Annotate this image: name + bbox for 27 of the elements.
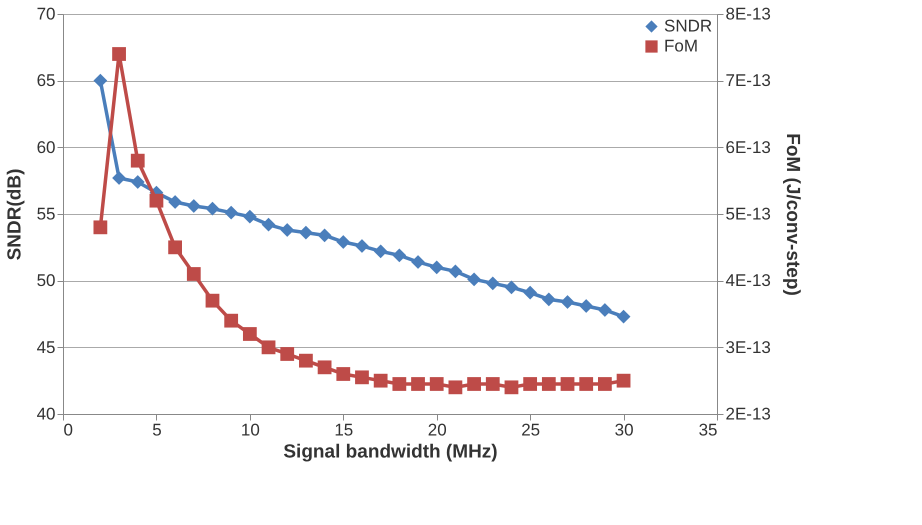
x-tick-label: 20 bbox=[428, 420, 447, 440]
x-tick-label: 10 bbox=[240, 420, 260, 440]
y-tick-label: 65 bbox=[36, 71, 56, 90]
y-tick-label: 55 bbox=[36, 204, 56, 224]
y-tick-label: 45 bbox=[36, 338, 56, 357]
y-axis-title: SNDR(dB) bbox=[4, 168, 26, 260]
y2-tick-label: 2E-13 bbox=[726, 404, 771, 424]
x-axis-title: Signal bandwidth (MHz) bbox=[283, 442, 498, 462]
y2-tick-label: 4E-13 bbox=[726, 271, 771, 290]
y2-tick-label: 3E-13 bbox=[726, 338, 771, 357]
x-tick-label: 30 bbox=[614, 420, 634, 440]
y-tick-label: 60 bbox=[36, 138, 56, 157]
legend-label: SNDR bbox=[664, 16, 712, 36]
x-tick-label: 25 bbox=[521, 420, 540, 440]
legend-label: FoM bbox=[664, 36, 698, 56]
y2-tick-label: 5E-13 bbox=[726, 204, 771, 224]
x-tick-label: 35 bbox=[698, 420, 718, 440]
y-tick-label: 50 bbox=[36, 271, 56, 290]
y-tick-label: 70 bbox=[36, 4, 56, 24]
x-tick-label: 15 bbox=[334, 420, 354, 440]
y2-tick-label: 6E-13 bbox=[726, 138, 771, 157]
y2-axis-title: FoM (J/conv-step) bbox=[782, 133, 803, 296]
y2-tick-label: 7E-13 bbox=[726, 71, 771, 90]
x-tick-label: 5 bbox=[152, 420, 162, 440]
x-tick-label: 0 bbox=[64, 420, 73, 440]
y2-tick-label: 8E-13 bbox=[726, 4, 771, 24]
y-tick-label: 40 bbox=[36, 404, 56, 424]
